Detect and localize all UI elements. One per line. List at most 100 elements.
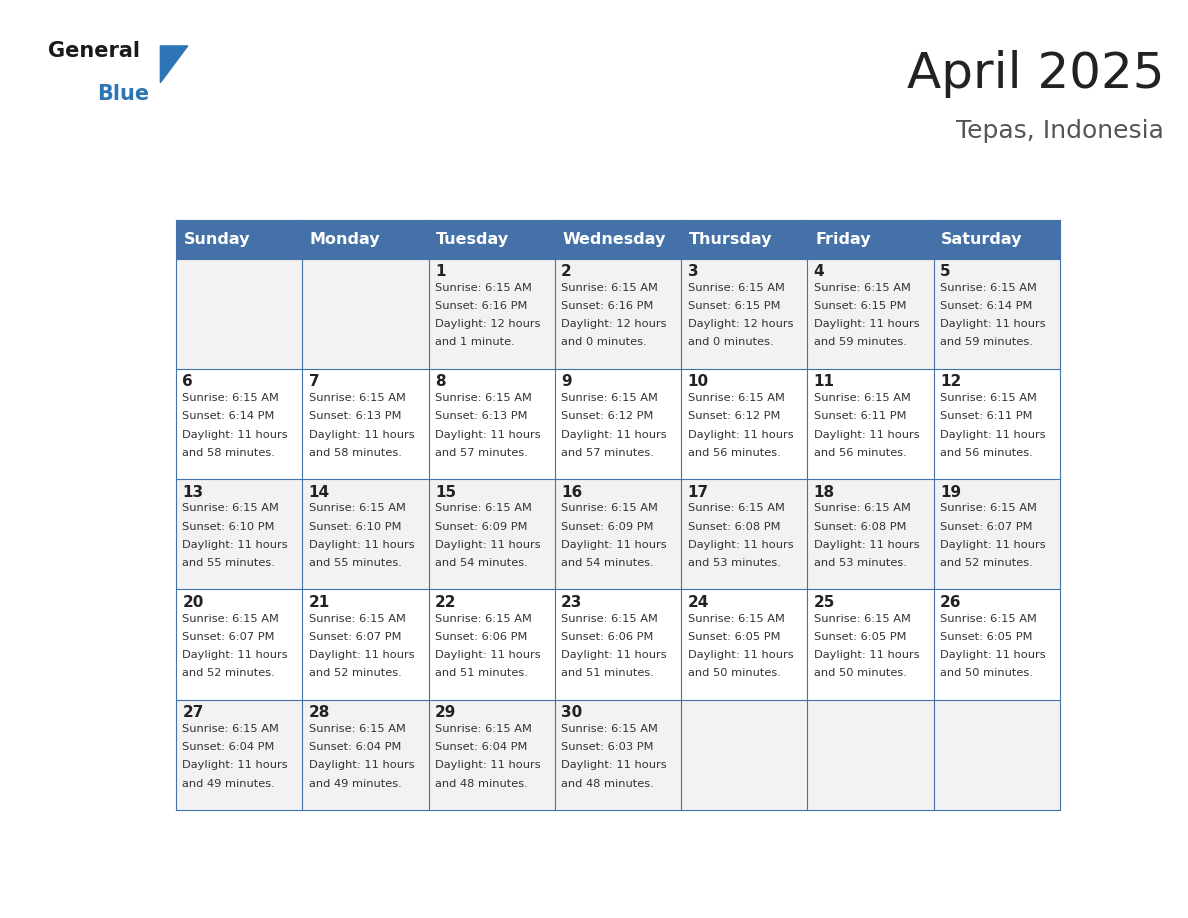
Text: and 59 minutes.: and 59 minutes. — [814, 338, 906, 347]
Text: General: General — [48, 41, 139, 62]
Text: Daylight: 12 hours: Daylight: 12 hours — [435, 319, 541, 330]
Text: 11: 11 — [814, 375, 835, 389]
Bar — [681, 219, 808, 259]
Text: and 48 minutes.: and 48 minutes. — [435, 778, 527, 789]
Text: and 0 minutes.: and 0 minutes. — [688, 338, 773, 347]
Text: Daylight: 11 hours: Daylight: 11 hours — [940, 540, 1045, 550]
Text: Sunset: 6:09 PM: Sunset: 6:09 PM — [561, 521, 653, 532]
Text: Sunset: 6:07 PM: Sunset: 6:07 PM — [309, 632, 402, 642]
Text: Sunrise: 6:15 AM: Sunrise: 6:15 AM — [688, 613, 784, 623]
Text: 27: 27 — [183, 705, 204, 721]
Text: Wednesday: Wednesday — [562, 231, 666, 247]
Bar — [176, 479, 303, 589]
Text: Sunrise: 6:15 AM: Sunrise: 6:15 AM — [814, 393, 911, 403]
Text: Sunrise: 6:15 AM: Sunrise: 6:15 AM — [814, 503, 911, 513]
Text: Sunset: 6:07 PM: Sunset: 6:07 PM — [183, 632, 274, 642]
Text: 20: 20 — [183, 595, 204, 610]
Text: 21: 21 — [309, 595, 330, 610]
Text: 5: 5 — [940, 264, 950, 279]
Text: 22: 22 — [435, 595, 456, 610]
Bar — [681, 589, 808, 700]
Bar — [555, 700, 681, 810]
Text: and 58 minutes.: and 58 minutes. — [309, 448, 402, 458]
Text: Sunrise: 6:15 AM: Sunrise: 6:15 AM — [940, 503, 1037, 513]
Bar — [808, 259, 934, 369]
Text: Daylight: 11 hours: Daylight: 11 hours — [435, 540, 541, 550]
Text: Daylight: 11 hours: Daylight: 11 hours — [183, 760, 287, 770]
Text: and 55 minutes.: and 55 minutes. — [309, 558, 402, 568]
Text: Saturday: Saturday — [941, 231, 1023, 247]
Text: Sunrise: 6:15 AM: Sunrise: 6:15 AM — [561, 393, 658, 403]
Text: and 57 minutes.: and 57 minutes. — [561, 448, 655, 458]
Text: 9: 9 — [561, 375, 571, 389]
Text: Daylight: 11 hours: Daylight: 11 hours — [940, 430, 1045, 440]
Bar — [176, 700, 303, 810]
Text: Sunset: 6:03 PM: Sunset: 6:03 PM — [561, 742, 653, 752]
Text: Daylight: 11 hours: Daylight: 11 hours — [688, 430, 794, 440]
Bar — [429, 219, 555, 259]
Text: Daylight: 11 hours: Daylight: 11 hours — [309, 430, 415, 440]
Text: Sunrise: 6:15 AM: Sunrise: 6:15 AM — [435, 503, 532, 513]
Text: and 54 minutes.: and 54 minutes. — [435, 558, 527, 568]
Bar — [176, 259, 303, 369]
Text: Sunset: 6:11 PM: Sunset: 6:11 PM — [814, 411, 906, 421]
Text: and 49 minutes.: and 49 minutes. — [309, 778, 402, 789]
Text: Daylight: 12 hours: Daylight: 12 hours — [561, 319, 666, 330]
Text: Daylight: 11 hours: Daylight: 11 hours — [435, 430, 541, 440]
Text: 13: 13 — [183, 485, 203, 499]
Text: Sunrise: 6:15 AM: Sunrise: 6:15 AM — [183, 613, 279, 623]
Bar — [176, 369, 303, 479]
Bar — [303, 589, 429, 700]
Bar — [176, 219, 303, 259]
Text: 7: 7 — [309, 375, 320, 389]
Bar — [934, 219, 1060, 259]
Text: Sunrise: 6:15 AM: Sunrise: 6:15 AM — [435, 613, 532, 623]
Bar — [934, 589, 1060, 700]
Bar — [808, 369, 934, 479]
Text: 18: 18 — [814, 485, 835, 499]
Text: and 51 minutes.: and 51 minutes. — [435, 668, 527, 678]
Text: Friday: Friday — [815, 231, 871, 247]
Text: Sunset: 6:16 PM: Sunset: 6:16 PM — [561, 301, 653, 311]
Text: Sunday: Sunday — [184, 231, 251, 247]
Bar — [681, 479, 808, 589]
Text: 3: 3 — [688, 264, 699, 279]
Text: and 56 minutes.: and 56 minutes. — [688, 448, 781, 458]
Bar — [555, 479, 681, 589]
Text: Sunset: 6:04 PM: Sunset: 6:04 PM — [435, 742, 527, 752]
Text: Sunrise: 6:15 AM: Sunrise: 6:15 AM — [940, 283, 1037, 293]
Text: 12: 12 — [940, 375, 961, 389]
Text: 28: 28 — [309, 705, 330, 721]
Bar — [681, 700, 808, 810]
Text: and 50 minutes.: and 50 minutes. — [940, 668, 1032, 678]
Text: and 52 minutes.: and 52 minutes. — [940, 558, 1032, 568]
Text: Sunrise: 6:15 AM: Sunrise: 6:15 AM — [561, 724, 658, 733]
Text: Daylight: 11 hours: Daylight: 11 hours — [561, 430, 666, 440]
Text: Sunrise: 6:15 AM: Sunrise: 6:15 AM — [561, 613, 658, 623]
Text: and 59 minutes.: and 59 minutes. — [940, 338, 1032, 347]
Bar — [808, 479, 934, 589]
Text: and 56 minutes.: and 56 minutes. — [940, 448, 1032, 458]
Text: Sunset: 6:16 PM: Sunset: 6:16 PM — [435, 301, 527, 311]
Text: Daylight: 11 hours: Daylight: 11 hours — [814, 319, 920, 330]
Text: 1: 1 — [435, 264, 446, 279]
Text: Sunset: 6:13 PM: Sunset: 6:13 PM — [435, 411, 527, 421]
Bar — [429, 589, 555, 700]
Text: Daylight: 11 hours: Daylight: 11 hours — [814, 650, 920, 660]
Text: 23: 23 — [561, 595, 582, 610]
Text: Sunrise: 6:15 AM: Sunrise: 6:15 AM — [183, 724, 279, 733]
Bar — [303, 369, 429, 479]
Text: Daylight: 12 hours: Daylight: 12 hours — [688, 319, 794, 330]
Text: Daylight: 11 hours: Daylight: 11 hours — [183, 430, 287, 440]
Text: Sunrise: 6:15 AM: Sunrise: 6:15 AM — [309, 503, 405, 513]
Text: Sunrise: 6:15 AM: Sunrise: 6:15 AM — [435, 724, 532, 733]
Text: Daylight: 11 hours: Daylight: 11 hours — [814, 430, 920, 440]
Text: Blue: Blue — [97, 84, 150, 105]
Text: Sunrise: 6:15 AM: Sunrise: 6:15 AM — [183, 393, 279, 403]
Text: and 49 minutes.: and 49 minutes. — [183, 778, 276, 789]
Text: Sunrise: 6:15 AM: Sunrise: 6:15 AM — [688, 283, 784, 293]
Text: Sunset: 6:11 PM: Sunset: 6:11 PM — [940, 411, 1032, 421]
Text: Daylight: 11 hours: Daylight: 11 hours — [309, 760, 415, 770]
Text: Sunset: 6:07 PM: Sunset: 6:07 PM — [940, 521, 1032, 532]
Text: Sunrise: 6:15 AM: Sunrise: 6:15 AM — [309, 393, 405, 403]
